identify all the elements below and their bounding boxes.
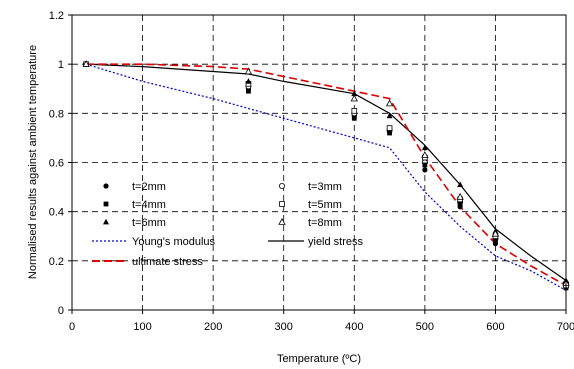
y-tick-label: 0.2: [49, 256, 64, 268]
y-tick-label: 0: [58, 305, 64, 317]
series-line-ultimate-stress: [86, 63, 567, 287]
legend-marker-t-6mm: [103, 218, 109, 225]
legend-marker-t-5mm: [279, 201, 285, 207]
legend-label-t-2mm: t=2mm: [132, 181, 166, 193]
point-t-6mm: [351, 90, 358, 97]
legend-label-t-3mm: t=3mm: [308, 181, 342, 193]
point-t-8mm: [385, 99, 394, 107]
x-tick-label: 700: [557, 321, 574, 333]
x-tick-label: 0: [69, 321, 75, 333]
point-t-4mm: [246, 88, 251, 94]
series-line-yield-stress: [86, 63, 567, 281]
data-series: [82, 60, 570, 291]
x-tick-label: 600: [486, 321, 504, 333]
y-tick-label: 0.6: [49, 158, 64, 170]
point-t-8mm: [491, 229, 500, 237]
point-t-2mm: [422, 167, 428, 173]
legend-label-young-s-modulus: Young's modulus: [132, 236, 216, 248]
legend-marker-t-2mm: [103, 183, 109, 189]
y-tick-label: 0.4: [49, 207, 64, 219]
point-t-5mm: [386, 125, 393, 131]
legend-marker-t-8mm: [278, 217, 286, 225]
x-tick-label: 300: [275, 321, 293, 333]
point-t-4mm: [457, 201, 463, 207]
point-t-4mm: [493, 238, 498, 244]
y-axis-title: Normalised results against ambient tempe…: [27, 45, 39, 279]
point-t-8mm: [421, 151, 429, 158]
point-t-6mm: [386, 112, 393, 119]
point-t-8mm: [82, 60, 90, 67]
x-tick-label: 500: [416, 321, 434, 333]
y-tick-label: 1: [58, 59, 64, 71]
x-tick-label: 400: [345, 321, 363, 333]
point-t-8mm: [350, 94, 358, 102]
legend: t=2mm t=3mm t=4mm t=5mm t=6mm t=8mm Young's mo…: [92, 181, 364, 268]
legend-label-t-4mm: t=4mm: [132, 199, 166, 211]
legend-marker-t-4mm: [103, 201, 109, 207]
x-axis-title: Temperature (ºC): [277, 353, 361, 365]
y-tick-label: 1.2: [49, 10, 64, 22]
point-t-6mm: [245, 78, 252, 84]
grid-lines: [72, 15, 566, 310]
legend-label-t-5mm: t=5mm: [308, 199, 342, 211]
legend-label-t-6mm: t=6mm: [132, 217, 166, 229]
x-tick-label: 100: [133, 321, 151, 333]
point-t-4mm: [387, 130, 392, 136]
legend-label-t-8mm: t=8mm: [308, 217, 342, 229]
point-t-5mm: [351, 108, 358, 114]
point-t-4mm: [422, 162, 428, 168]
point-t-6mm: [421, 144, 428, 151]
legend-label-ultimate-stress: ultimate stress: [132, 256, 203, 268]
tick-labels: 0 100 200 300 400 500 600 700 0 0.2 0.4 0.6 0.8 1 1.2: [49, 10, 574, 333]
legend-label-yield-stress: yield stress: [308, 236, 364, 248]
point-t-4mm: [351, 115, 357, 121]
y-tick-label: 0.8: [49, 108, 64, 120]
x-tick-label: 200: [204, 321, 222, 333]
point-t-8mm: [456, 192, 464, 200]
point-t-8mm: [244, 67, 253, 75]
legend-marker-t-3mm: [278, 182, 285, 189]
point-t-6mm: [457, 181, 464, 188]
